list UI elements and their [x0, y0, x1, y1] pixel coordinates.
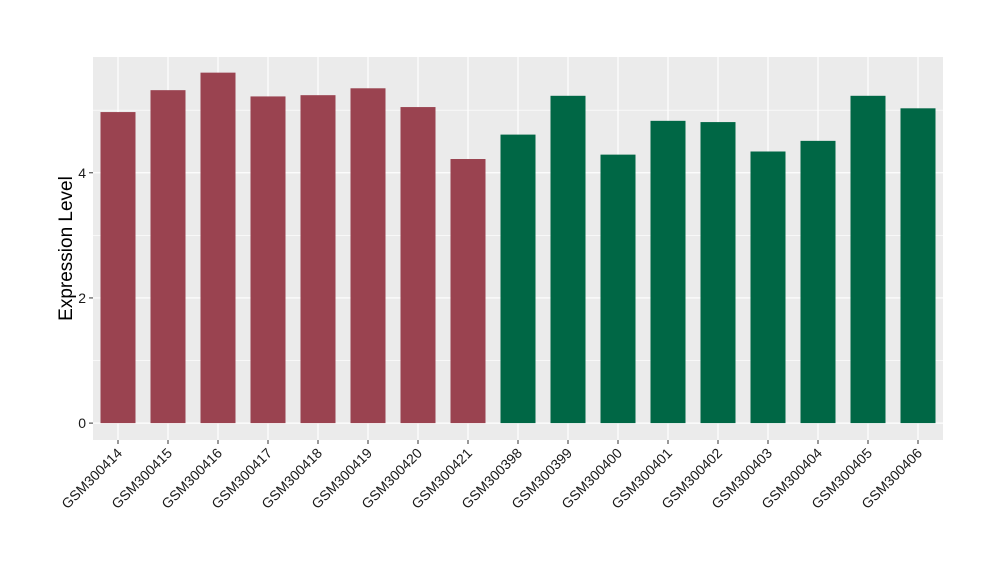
y-tick-label: 2	[78, 290, 86, 306]
x-axis: GSM300414GSM300415GSM300416GSM300417GSM3…	[58, 440, 925, 512]
bar-gsm300399	[550, 95, 586, 424]
bar-gsm300403	[750, 151, 786, 424]
bar-gsm300400	[600, 154, 636, 424]
bar-gsm300415	[150, 90, 186, 424]
bar-gsm300414	[100, 112, 136, 424]
bar-gsm300405	[850, 95, 886, 424]
bar-gsm300417	[250, 96, 286, 424]
bar-gsm300406	[900, 108, 936, 424]
bar-gsm300420	[400, 107, 436, 424]
bars	[100, 72, 936, 424]
y-axis: 0 2 4	[78, 165, 93, 431]
bar-gsm300421	[450, 159, 486, 424]
bar-gsm300419	[350, 88, 386, 424]
y-tick-label: 0	[78, 415, 86, 431]
bar-gsm300398	[500, 134, 536, 424]
bar-gsm300416	[200, 72, 236, 424]
bar-gsm300418	[300, 95, 336, 424]
y-axis-title: Expression Level	[56, 176, 77, 321]
bar-gsm300401	[650, 120, 686, 424]
bar-gsm300402	[700, 122, 736, 424]
bar-gsm300404	[800, 140, 836, 424]
y-tick-label: 4	[78, 165, 86, 181]
